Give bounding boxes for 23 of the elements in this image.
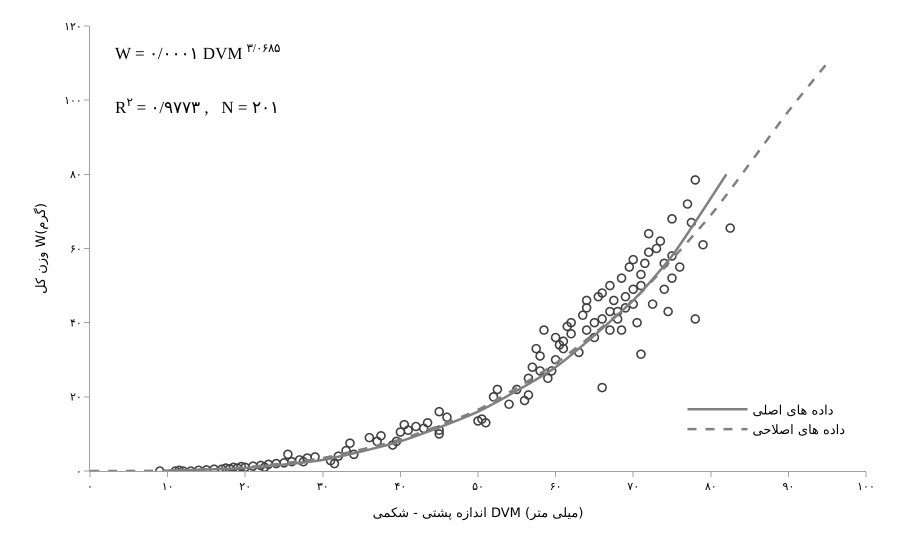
y-tick-label: ۶۰ (70, 242, 82, 256)
y-tick-label: ۲۰ (70, 390, 82, 404)
y-axis-title: وزن کل W(گرم) (33, 203, 50, 294)
x-tick-label: ۶۰ (550, 480, 562, 494)
x-tick-label: ۱۰ (162, 480, 174, 494)
x-tick-label: ۵۰ (472, 480, 484, 494)
x-tick-label: ۳۰ (316, 480, 329, 494)
x-tick-label: ۸۰ (704, 480, 717, 494)
y-tick-label: ۸۰ (70, 168, 82, 182)
x-tick-label: ۰ (87, 480, 93, 494)
x-tick-label: ۹۰ (782, 480, 794, 494)
x-tick-label: ۲۰ (239, 480, 252, 494)
x-axis-title: اندازه پشتی - شکمی DVM (میلی متر) (372, 506, 584, 521)
legend-label: داده های اصلی (752, 403, 834, 418)
x-tick-label: ۱۰۰ (857, 480, 875, 494)
legend-label: داده های اصلاحی (752, 423, 846, 438)
y-tick-label: ۴۰ (70, 316, 82, 330)
annotation: W = ۰/۰۰۰۱ DVM $^{۳/۰۶۸۵}$ (115, 41, 280, 64)
y-tick-label: ۱۰۰ (64, 94, 82, 108)
x-tick-label: ۴۰ (394, 480, 406, 494)
y-tick-label: ۱۲۰ (64, 20, 82, 33)
y-tick-label: ۰ (76, 464, 82, 478)
x-tick-label: ۷۰ (627, 480, 640, 494)
